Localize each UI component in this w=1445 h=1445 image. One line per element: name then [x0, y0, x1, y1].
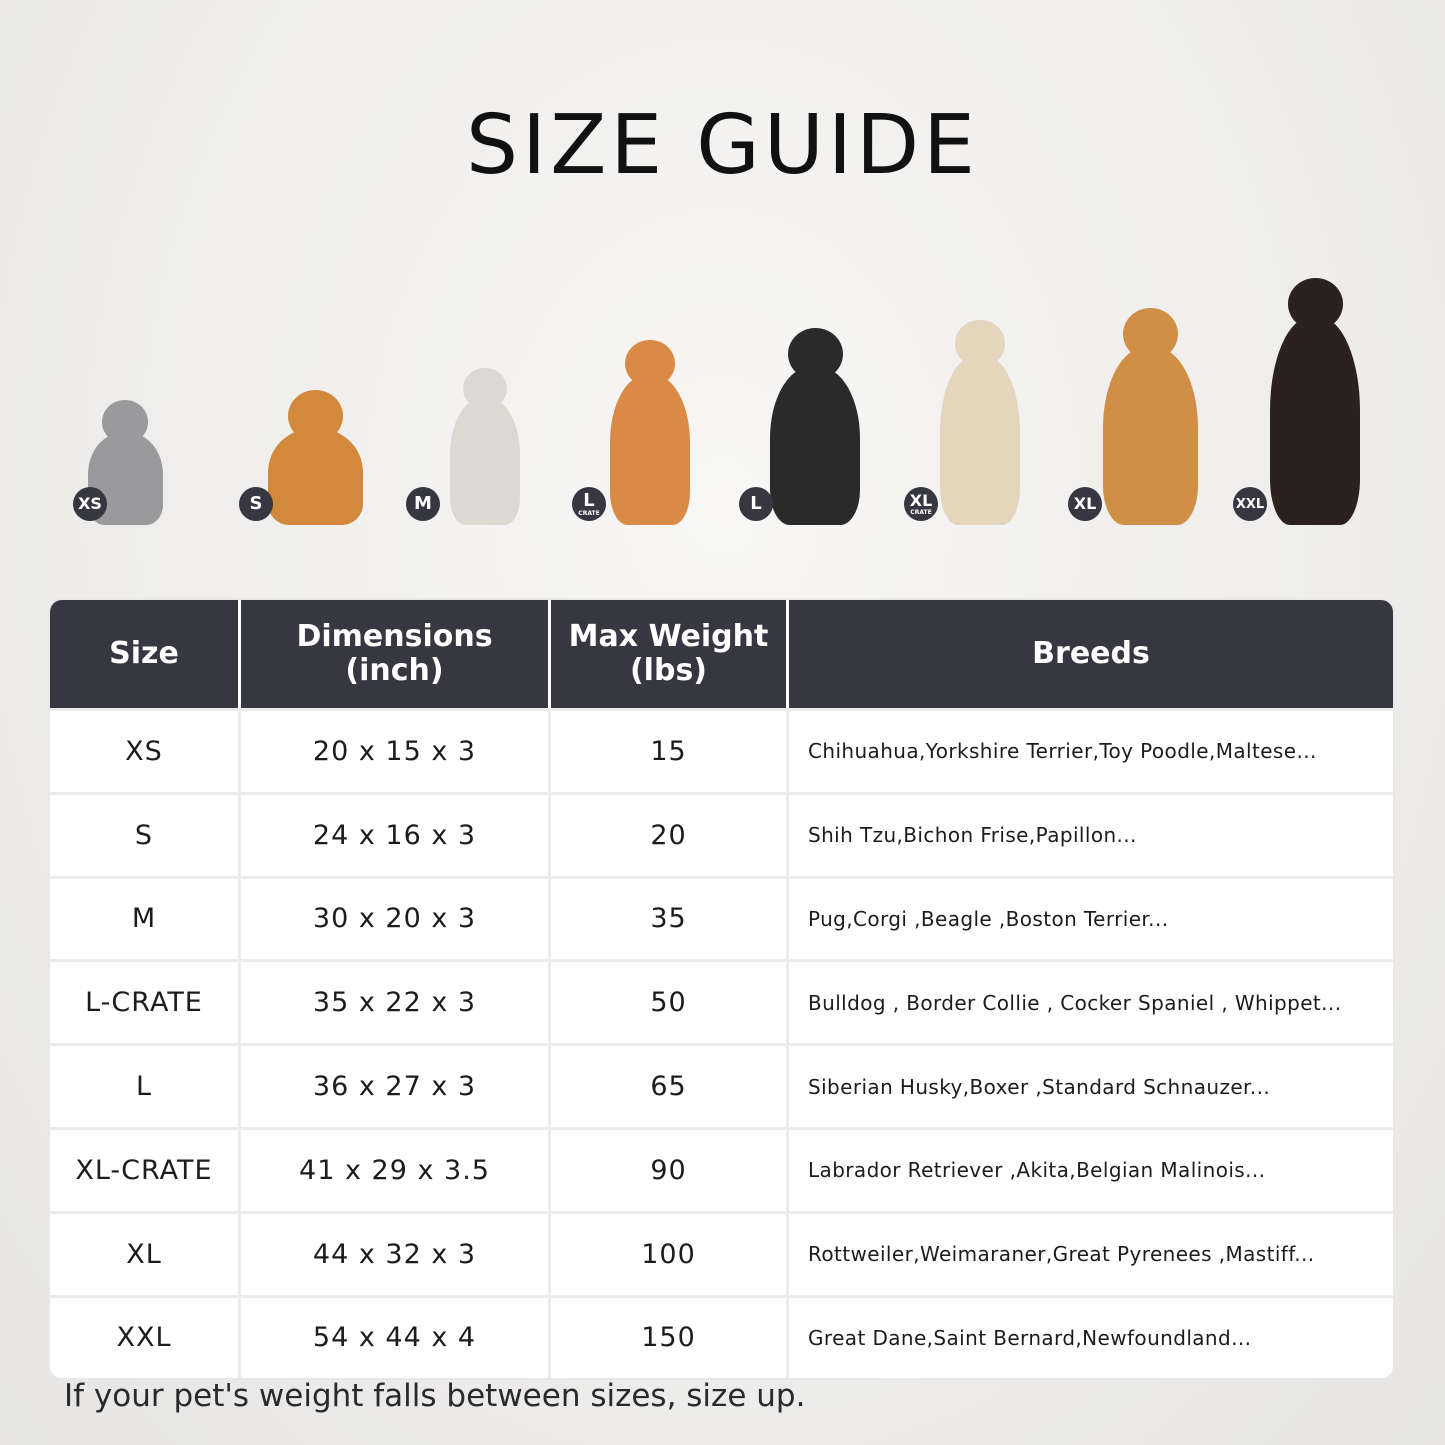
french-bulldog-image	[450, 368, 520, 525]
dimensions-cell: 44 x 32 x 3	[238, 1213, 548, 1295]
size-badge: XS	[73, 487, 107, 521]
max-weight-cell: 65	[548, 1046, 786, 1127]
badge-label: S	[249, 493, 263, 514]
size-badge: XL	[1068, 487, 1102, 521]
breeds-cell: Siberian Husky,Boxer ,Standard Schnauzer…	[786, 1046, 1393, 1127]
size-badge: XXL	[1233, 487, 1267, 521]
labrador-image	[940, 320, 1020, 525]
pomeranian-image	[267, 390, 363, 525]
badge-label: M	[414, 493, 432, 514]
badge-label: L	[750, 493, 762, 514]
size-cell: L-CRATE	[85, 987, 203, 1019]
size-badge: XL CRATE	[904, 487, 938, 521]
header-label: Breeds	[1032, 635, 1150, 671]
table-row: XXL 54 x 44 x 4 150 Great Dane,Saint Bernar…	[50, 1294, 1393, 1379]
size-badge: M	[406, 487, 440, 521]
header-label: Max Weight	[568, 618, 769, 654]
max-weight-cell: 90	[548, 1129, 786, 1211]
badge-sublabel: CRATE	[578, 509, 600, 517]
breeds-cell: Rottweiler,Weimaraner,Great Pyrenees ,Ma…	[786, 1213, 1393, 1295]
badge-sublabel: CRATE	[910, 508, 932, 516]
badge-label: XS	[78, 494, 102, 513]
breeds-cell: Pug,Corgi ,Beagle ,Boston Terrier...	[786, 878, 1393, 960]
table-row: XL-CRATE 41 x 29 x 3.5 90 Labrador Retrieve…	[50, 1126, 1393, 1211]
max-weight-cell: 35	[548, 878, 786, 960]
dimensions-cell: 41 x 29 x 3.5	[238, 1129, 548, 1211]
max-weight-cell: 15	[548, 711, 786, 792]
size-cell: XS	[125, 735, 163, 767]
breeds-cell: Great Dane,Saint Bernard,Newfoundland...	[786, 1297, 1393, 1379]
dimensions-cell: 54 x 44 x 4	[238, 1297, 548, 1379]
size-badge: S	[239, 487, 273, 521]
max-weight-cell: 150	[548, 1297, 786, 1379]
size-table: Size Dimensions (inch) Max Weight (lbs) Br…	[50, 600, 1393, 1379]
breeds-cell: Bulldog , Border Collie , Cocker Spaniel…	[786, 962, 1393, 1044]
badge-label: L	[583, 489, 595, 511]
header-dimensions: Dimensions (inch)	[238, 600, 548, 708]
size-cell: XL-CRATE	[75, 1154, 213, 1186]
badge-label: XL	[1073, 494, 1097, 513]
max-weight-cell: 20	[548, 794, 786, 876]
header-max-weight: Max Weight (lbs)	[548, 600, 786, 708]
header-breeds: Breeds	[786, 600, 1393, 708]
page-title: SIZE GUIDE	[466, 98, 979, 193]
sizing-note: If your pet's weight falls between sizes…	[64, 1378, 806, 1414]
size-cell: XL	[126, 1238, 162, 1270]
size-cell: M	[131, 903, 157, 935]
table-row: S 24 x 16 x 3 20 Shih Tzu,Bichon Frise,Papi…	[50, 791, 1393, 876]
breeds-cell: Chihuahua,Yorkshire Terrier,Toy Poodle,M…	[786, 711, 1393, 792]
max-weight-cell: 100	[548, 1213, 786, 1295]
header-label: Size	[109, 635, 179, 671]
table-header: Size Dimensions (inch) Max Weight (lbs) Br…	[50, 600, 1393, 708]
size-badge: L	[739, 487, 773, 521]
header-label: Dimensions	[296, 618, 493, 654]
max-weight-cell: 50	[548, 962, 786, 1044]
header-unit: (inch)	[345, 653, 444, 688]
header-size: Size	[50, 600, 238, 708]
breeds-cell: Shih Tzu,Bichon Frise,Papillon...	[786, 794, 1393, 876]
table-row: L-CRATE 35 x 22 x 3 50 Bulldog , Border Col…	[50, 959, 1393, 1044]
badge-label: XXL	[1235, 496, 1265, 512]
table-row: XS 20 x 15 x 3 15 Chihuahua,Yorkshire Terri…	[50, 708, 1393, 792]
shiba-inu-image	[610, 340, 690, 525]
table-row: L 36 x 27 x 3 65 Siberian Husky,Boxer ,Stan…	[50, 1043, 1393, 1127]
golden-retriever-image	[1102, 308, 1198, 525]
size-cell: XXL	[116, 1322, 172, 1354]
header-unit: (lbs)	[629, 653, 708, 688]
dimensions-cell: 35 x 22 x 3	[238, 962, 548, 1044]
dimensions-cell: 24 x 16 x 3	[238, 794, 548, 876]
dimensions-cell: 20 x 15 x 3	[238, 711, 548, 792]
border-collie-image	[770, 328, 860, 525]
table-row: XL 44 x 32 x 3 100 Rottweiler,Weimaraner,Gr…	[50, 1210, 1393, 1295]
breeds-cell: Labrador Retriever ,Akita,Belgian Malino…	[786, 1129, 1393, 1211]
dimensions-cell: 36 x 27 x 3	[238, 1046, 548, 1127]
size-cell: L	[135, 1071, 153, 1103]
table-row: M 30 x 20 x 3 35 Pug,Corgi ,Beagle ,Boston …	[50, 875, 1393, 960]
size-badge: L CRATE	[572, 487, 606, 521]
dimensions-cell: 30 x 20 x 3	[238, 878, 548, 960]
doberman-image	[1270, 278, 1360, 525]
badge-label: XL	[909, 490, 933, 510]
size-cell: S	[134, 819, 154, 851]
